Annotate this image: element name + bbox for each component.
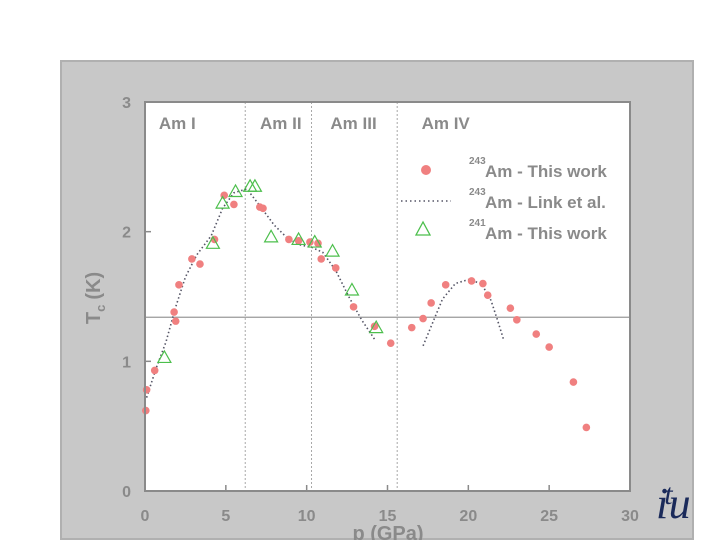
am243-this-work-point — [545, 343, 553, 351]
am243-this-work-point — [175, 281, 183, 289]
am243-this-work-point — [331, 264, 340, 272]
am241-this-work-point — [215, 195, 231, 209]
legend-label-am243-this-work: Am - This work — [485, 162, 607, 181]
am243-this-work-point — [150, 366, 159, 375]
am241-this-work-point — [205, 235, 221, 249]
am243-this-work-point — [582, 423, 591, 432]
am243-this-work-point — [479, 279, 487, 288]
am241-this-work-point — [247, 178, 263, 192]
am243-this-work-point — [171, 317, 180, 325]
am241-series-layer — [156, 178, 384, 364]
am243-this-work-point — [349, 303, 358, 311]
am243-this-work-point — [285, 235, 293, 244]
legend-sup-am243-link: 243 — [469, 187, 486, 198]
x-tick-label: 5 — [221, 508, 230, 525]
x-tick-label: 20 — [459, 508, 477, 525]
am243-this-work-point — [317, 255, 326, 263]
am241-this-work-point — [291, 231, 307, 246]
am243-this-work-point — [532, 330, 541, 338]
am243-this-work-point — [419, 314, 427, 323]
am243-this-work-point — [188, 255, 196, 263]
x-tick-label: 25 — [540, 508, 558, 525]
am243-this-work-point — [196, 260, 204, 268]
x-tick-label: 0 — [141, 508, 150, 525]
y-axis-title: Tc (K) — [83, 272, 108, 324]
am243-this-work-point — [483, 291, 492, 300]
am241-this-work-point — [263, 229, 279, 243]
y-tick-label: 3 — [122, 95, 131, 112]
am243-this-work-point — [569, 378, 578, 386]
am243-this-work-point — [170, 308, 178, 316]
am243-this-work-point — [294, 236, 303, 245]
am241-this-work-point — [156, 349, 172, 364]
y-axis-title-sub: c — [93, 305, 108, 312]
legend-marker-am243-this-work — [421, 165, 431, 175]
legend-marker-am241-this-work — [414, 220, 432, 236]
y-axis-title-main: T — [83, 312, 105, 324]
am243-this-work-point — [142, 386, 151, 394]
y-tick-label: 1 — [122, 354, 131, 371]
itu-logo: itu — [656, 478, 691, 528]
phase-label: Am II — [260, 114, 302, 133]
legend-sup-am243-this-work: 243 — [469, 156, 486, 167]
x-axis-title: p (GPa) — [352, 523, 423, 540]
am243-this-work-point — [386, 339, 395, 347]
am241-this-work-point — [228, 183, 244, 198]
plot-area — [145, 102, 630, 491]
am241-this-work-point — [325, 243, 341, 257]
am243-this-work-point — [441, 281, 450, 289]
y-tick-label: 2 — [122, 225, 131, 242]
x-tick-label: 15 — [379, 508, 397, 525]
phase-label: Am I — [159, 114, 196, 133]
y-axis-title-unit: (K) — [83, 272, 105, 300]
svg-text:Tc(K): Tc (K) — [83, 272, 108, 324]
am243-this-work-point — [407, 323, 416, 332]
phase-label-layer: Am I Am II Am III Am IV — [159, 114, 471, 133]
legend-label-am241-this-work: Am - This work — [485, 224, 607, 243]
x-tick-label: 30 — [621, 508, 639, 525]
phase-label: Am IV — [422, 114, 471, 133]
phase-boundary-layer — [244, 102, 398, 491]
legend: 243 Am - This work 243 Am - Link et al. … — [401, 156, 607, 243]
legend-label-am243-link: Am - Link et al. — [485, 193, 606, 212]
am243-this-work-point — [230, 200, 238, 209]
am243-this-work-point — [513, 316, 521, 324]
legend-sup-am241-this-work: 241 — [469, 218, 486, 229]
am241-this-work-point — [344, 282, 360, 296]
link-series-line — [145, 187, 376, 398]
tick-layer: 0 5 10 15 20 25 30 0 1 2 3 — [122, 95, 639, 525]
am243-this-work-point — [427, 299, 435, 307]
am243-this-work-point — [506, 304, 515, 312]
am243-this-work-point — [467, 277, 476, 285]
x-tick-label: 10 — [298, 508, 316, 525]
am241-this-work-point — [368, 319, 384, 334]
phase-label: Am III — [330, 114, 376, 133]
y-tick-label: 0 — [122, 484, 131, 501]
am243-this-work-point — [259, 204, 267, 213]
am241-this-work-point — [307, 234, 323, 248]
